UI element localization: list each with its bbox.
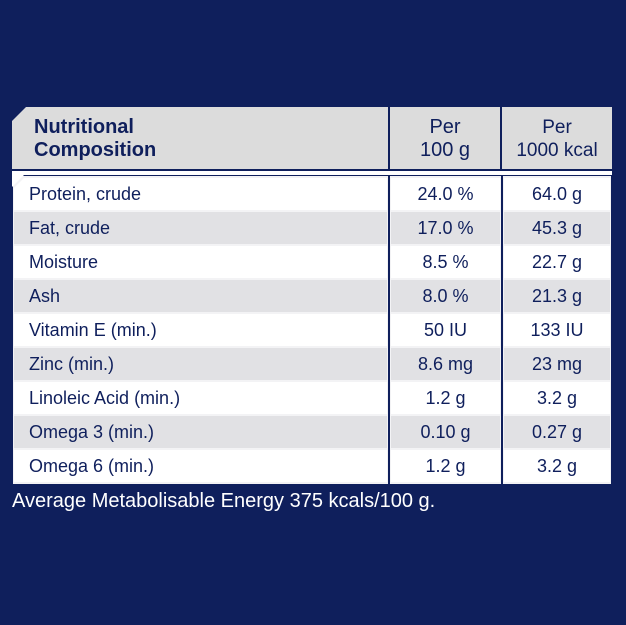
nutrient-name: Moisture: [29, 252, 99, 272]
table-row: Protein, crude 24.0 % 64.0 g: [12, 177, 612, 211]
header-nutrient-line-2: Composition: [34, 139, 157, 161]
nutrient-name: Omega 3 (min.): [29, 422, 155, 442]
row-cell-background: [391, 212, 500, 244]
row-cell-background: [391, 450, 500, 482]
row-cell-background: [14, 348, 387, 380]
table-row: Vitamin E (min.) 50 IU 133 IU: [12, 313, 612, 347]
value-per-1000kcal: 0.27 g: [531, 422, 583, 442]
nutrient-name: Fat, crude: [29, 218, 111, 238]
table-row: Linoleic Acid (min.) 1.2 g 3.2 g: [12, 381, 612, 415]
table-rows: Protein, crude 24.0 % 64.0 g Fat, crude 17.0…: [12, 177, 612, 483]
row-cell-background: [391, 348, 500, 380]
energy-footnote: Average Metabolisable Energy 375 kcals/1…: [12, 490, 436, 512]
nutrient-name: Ash: [29, 286, 61, 306]
table-row: Moisture 8.5 % 22.7 g: [12, 245, 612, 279]
value-per-100g: 1.2 g: [425, 456, 466, 476]
row-cell-background: [504, 348, 610, 380]
nutrient-name: Zinc (min.): [29, 354, 114, 374]
nutrition-table: Nutritional Composition Per 100 g Per 10…: [12, 105, 612, 485]
row-cell-background: [14, 314, 387, 346]
value-per-100g: 24.0 %: [417, 184, 474, 204]
header-nutritional-composition: Nutritional Composition: [12, 107, 388, 169]
table-header: Nutritional Composition Per 100 g Per 10…: [12, 105, 612, 171]
value-per-1000kcal: 64.0 g: [531, 184, 583, 204]
value-per-100g: 8.0 %: [422, 286, 469, 306]
row-cell-background: [14, 280, 387, 312]
row-cell-background: [504, 450, 610, 482]
row-cell-background: [391, 382, 500, 414]
value-per-100g: 8.6 mg: [417, 354, 474, 374]
header-nutrient-line-1: Nutritional: [34, 116, 134, 138]
row-cell-background: [391, 416, 500, 448]
value-per-1000kcal: 21.3 g: [531, 286, 583, 306]
row-cell-background: [391, 178, 500, 210]
value-per-100g: 8.5 %: [422, 252, 469, 272]
value-per-100g: 1.2 g: [425, 388, 466, 408]
row-cell-background: [504, 212, 610, 244]
value-per-1000kcal: 3.2 g: [536, 388, 578, 408]
value-per-1000kcal: 23 mg: [531, 354, 583, 374]
value-per-1000kcal: 45.3 g: [531, 218, 583, 238]
table-row: Ash 8.0 % 21.3 g: [12, 279, 612, 313]
header-per-100g-line-1: Per: [429, 116, 461, 138]
header-per-100g-line-2: 100 g: [419, 139, 471, 161]
table-body: Protein, crude 24.0 % 64.0 g Fat, crude 17.0…: [12, 175, 612, 485]
value-per-100g: 50 IU: [423, 320, 468, 340]
header-per-1000kcal: Per 1000 kcal: [502, 107, 612, 169]
nutrient-name: Protein, crude: [29, 184, 142, 204]
nutrient-name: Omega 6 (min.): [29, 456, 155, 476]
row-cell-background: [14, 450, 387, 482]
value-per-1000kcal: 3.2 g: [536, 456, 578, 476]
row-cell-background: [391, 314, 500, 346]
row-cell-background: [391, 246, 500, 278]
row-cell-background: [504, 178, 610, 210]
table-row: Omega 6 (min.) 1.2 g 3.2 g: [12, 449, 612, 483]
nutrient-name: Linoleic Acid (min.): [29, 388, 181, 408]
row-cell-background: [504, 280, 610, 312]
row-cell-background: [14, 416, 387, 448]
table-row: Fat, crude 17.0 % 45.3 g: [12, 211, 612, 245]
table-row: Zinc (min.) 8.6 mg 23 mg: [12, 347, 612, 381]
header-per-100g: Per 100 g: [390, 107, 500, 169]
row-cell-background: [391, 280, 500, 312]
row-cell-background: [504, 382, 610, 414]
value-per-100g: 0.10 g: [420, 422, 471, 442]
row-cell-background: [14, 382, 387, 414]
header-per-1000kcal-line-1: Per: [542, 117, 572, 138]
value-per-1000kcal: 22.7 g: [531, 252, 583, 272]
value-per-100g: 17.0 %: [417, 218, 474, 238]
row-cell-background: [504, 314, 610, 346]
value-per-1000kcal: 133 IU: [530, 320, 584, 340]
row-cell-background: [14, 212, 387, 244]
row-cell-background: [504, 246, 610, 278]
row-cell-background: [14, 246, 387, 278]
nutrient-name: Vitamin E (min.): [29, 320, 157, 340]
header-per-1000kcal-line-2: 1000 kcal: [516, 140, 598, 161]
row-cell-background: [504, 416, 610, 448]
table-row: Omega 3 (min.) 0.10 g 0.27 g: [12, 415, 612, 449]
row-cell-background: [14, 178, 387, 210]
